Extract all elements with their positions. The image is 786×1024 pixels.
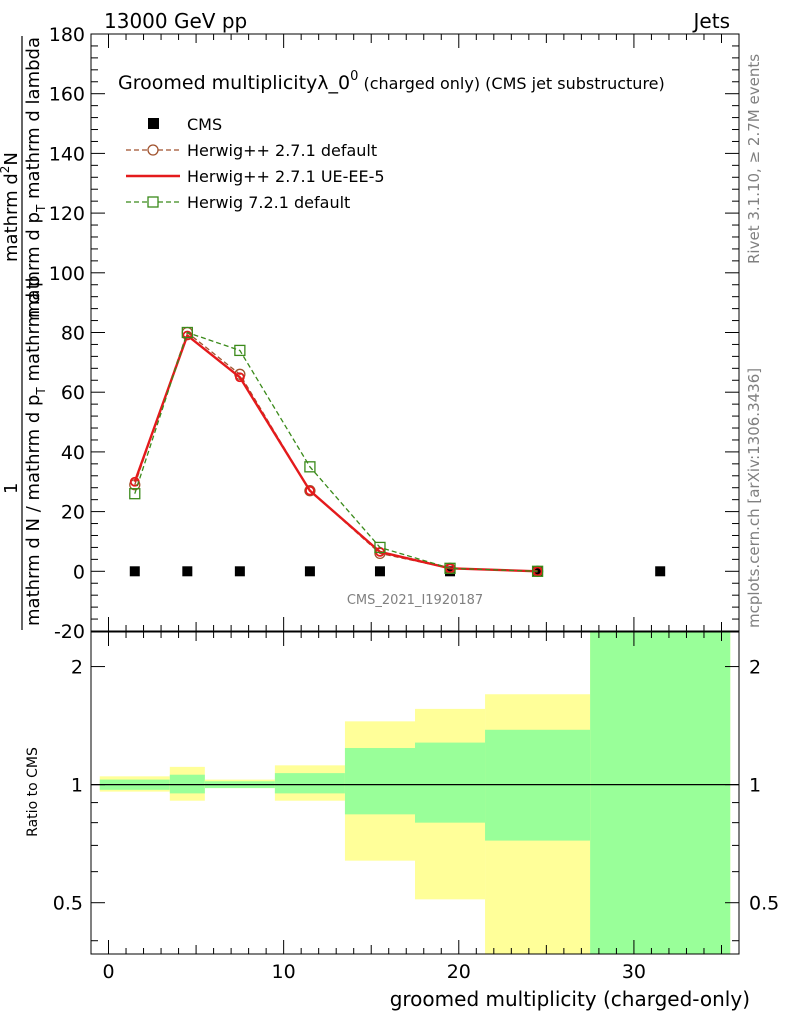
ylabel-line2: mathrm d pT mathrm d lambda: [23, 37, 48, 318]
ylabel-denominator: mathrm d N / mathrm d pT mathrm d p: [23, 276, 48, 626]
ratio-bands: [99, 632, 731, 954]
ratio-ytick-label-right: 2: [749, 657, 761, 679]
series-line: [134, 331, 538, 572]
data-point: [234, 566, 245, 577]
ratio-band-green: [415, 742, 486, 823]
ylabel-denominator-a: mathrm d N / mathrm d p: [23, 395, 44, 626]
ytick-label: 40: [61, 442, 85, 464]
data-point: [181, 326, 193, 339]
ytick-label: 180: [49, 24, 85, 46]
data-point: [655, 566, 666, 577]
data-point: [234, 344, 246, 357]
ylabel-line2-rest: mathrm d lambda: [23, 37, 44, 205]
legend-label: Herwig++ 2.7.1 default: [187, 141, 377, 160]
main-ticks: -20 0 20 40 60 80 100 120 140 160 180: [49, 24, 739, 643]
ylabel-top: mathrm d2N: [0, 152, 22, 262]
plot-title-main: Groomed multiplicityλ_0: [118, 72, 350, 94]
legend-marker: [148, 118, 159, 129]
ytick-label: 120: [49, 203, 85, 225]
legend-item: Herwig 7.2.1 default: [126, 193, 350, 212]
ylabel-line2-a: mathrm d p: [23, 212, 44, 318]
plot-title-sup: 0: [350, 69, 358, 84]
ratio-xlabel: groomed multiplicity (charged-only): [390, 987, 750, 1011]
ratio-ylabel: Ratio to CMS: [25, 747, 41, 837]
ytick-label: 60: [61, 382, 85, 404]
header-left: 13000 GeV pp: [104, 9, 247, 33]
rivet-label: Rivet 3.1.10, ≥ 2.7M events: [745, 54, 763, 264]
ratio-ytick-label-right: 1: [749, 775, 761, 797]
ratio-xtick-label: 10: [272, 961, 296, 983]
series-line: [133, 333, 538, 573]
mcplots-label: mcplots.cern.ch [arXiv:1306.3436]: [745, 368, 763, 628]
data-point: [304, 566, 315, 577]
ylabel-line2-sub: T: [34, 204, 48, 213]
ytick-label: 0: [73, 561, 85, 583]
data-point: [444, 562, 456, 574]
series-herwig-7-2-1-default: [129, 326, 544, 577]
data-point: [445, 566, 456, 577]
series-herwig-2-7-1-ue-ee-5: [129, 330, 543, 577]
analysis-watermark: CMS_2021_I1920187: [347, 593, 483, 608]
data-point: [234, 372, 245, 383]
legend-label: Herwig 7.2.1 default: [187, 193, 350, 212]
data-point: [182, 330, 193, 341]
ytick-label: 20: [61, 502, 85, 524]
ytick-label: -20: [54, 621, 85, 643]
ratio-xtick-label: 0: [102, 961, 114, 983]
ylabel-top-sup: 2: [0, 166, 12, 174]
data-point: [304, 485, 316, 497]
ratio-band-green: [344, 747, 415, 815]
plot-title: Groomed multiplicityλ_00 (charged only) …: [118, 69, 665, 94]
ratio-xtick-label: 20: [447, 961, 471, 983]
data-point: [304, 461, 316, 473]
ylabel-top-a: mathrm d: [1, 173, 22, 262]
ytick-label: 160: [49, 84, 85, 106]
ytick-label: 100: [49, 263, 85, 285]
ratio-ytick-label-right: 0.5: [749, 893, 779, 915]
plot-title-suffix: (charged only) (CMS jet substructure): [358, 74, 664, 93]
main-series: [129, 326, 666, 577]
main-frame: [90, 33, 740, 632]
legend: CMS Herwig++ 2.7.1 default Herwig++ 2.7.1 …: [126, 115, 385, 212]
legend-item: CMS: [148, 115, 222, 134]
ylabel-one: 1: [1, 483, 22, 494]
ytick-label: 140: [49, 143, 85, 165]
ratio-band-green: [274, 773, 345, 794]
series-herwig-2-7-1-default: [129, 326, 544, 577]
ratio-ytick-label: 0.5: [53, 893, 83, 915]
ratio-panel: 0.5 0.51 12 20 10 20 30 Ratio to CMS groomed m…: [25, 631, 779, 1011]
ratio-ytick-label: 2: [71, 657, 83, 679]
data-point: [129, 488, 141, 500]
legend-marker: [147, 196, 159, 208]
ratio-band-green: [590, 632, 731, 954]
ylabel-denominator-sub: T: [34, 387, 48, 396]
ratio-ytick-label: 1: [71, 775, 83, 797]
data-point: [374, 566, 385, 577]
legend-label: CMS: [187, 115, 222, 134]
main-ylabel: 1 mathrm d2N mathrm d pT mathrm d lambda…: [0, 36, 48, 630]
header-right: Jets: [692, 9, 730, 33]
legend-item: Herwig++ 2.7.1 default: [126, 141, 377, 160]
data-point: [305, 485, 315, 496]
data-point: [531, 565, 544, 577]
legend-marker: [147, 144, 159, 156]
series-line: [134, 331, 538, 572]
ratio-frame: [90, 631, 740, 955]
legend-label: Herwig++ 2.7.1 UE-EE-5: [187, 167, 385, 186]
ratio-xtick-label: 30: [622, 961, 646, 983]
ylabel-denominator-rest: mathrm d p: [23, 276, 44, 388]
ylabel-top-rest: N: [1, 152, 22, 165]
legend-item: Herwig++ 2.7.1 UE-EE-5: [126, 167, 385, 186]
ratio-ticks: 0.5 0.51 12 20 10 20 30: [53, 632, 779, 983]
series-cms: [129, 566, 666, 577]
data-point: [374, 541, 386, 554]
ytick-label: 80: [61, 323, 85, 345]
main-panel: -20 0 20 40 60 80 100 120 140 160 180 Groomed mult…: [49, 24, 740, 643]
data-point: [182, 566, 193, 577]
data-point: [129, 566, 140, 577]
